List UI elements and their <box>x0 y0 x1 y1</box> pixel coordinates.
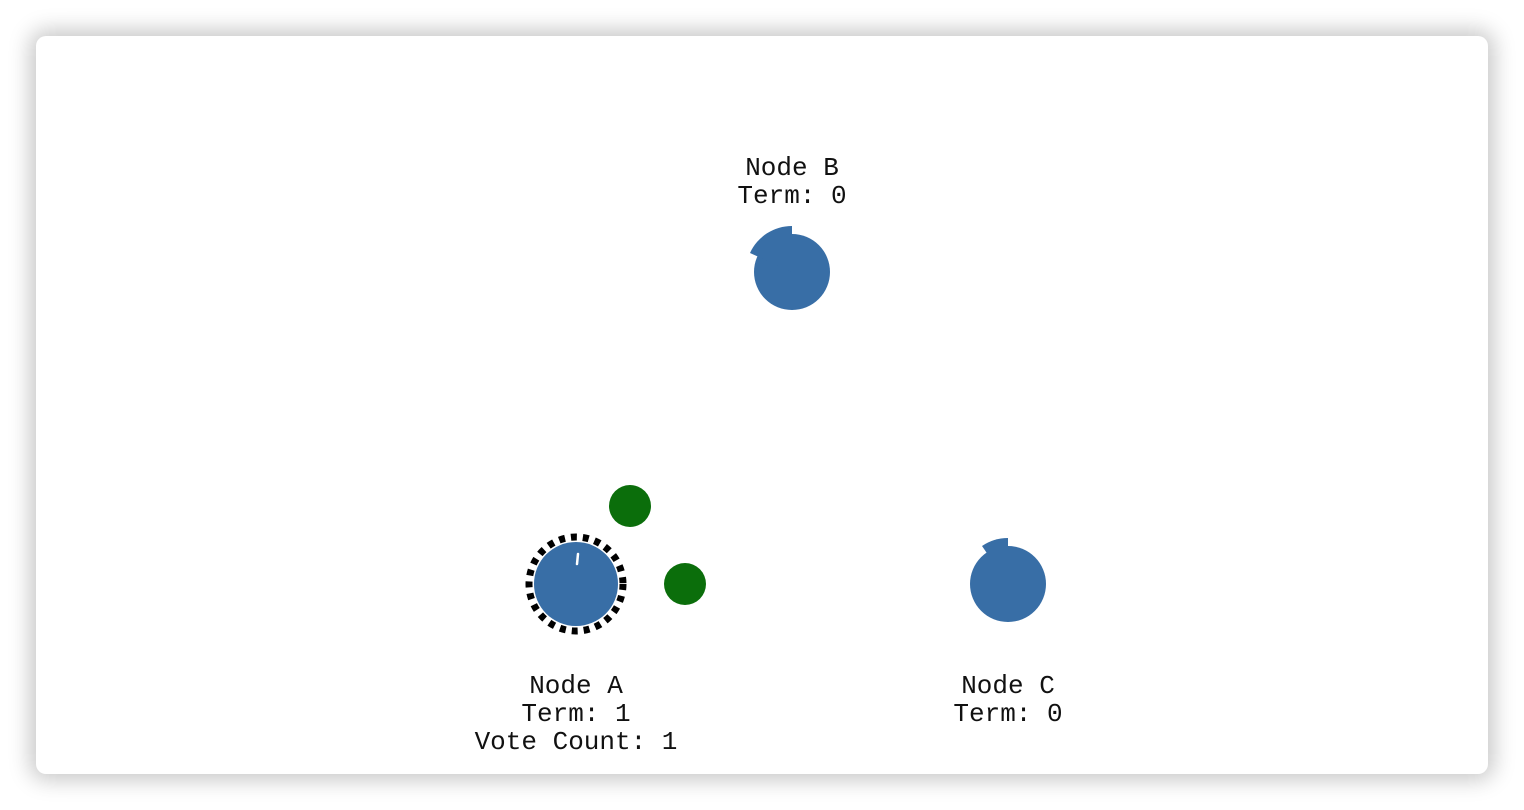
node-a-vote-count: Vote Count: 1 <box>475 727 678 757</box>
node-b-name: Node B <box>745 153 839 183</box>
node-a-circle[interactable] <box>534 542 618 626</box>
node-b[interactable]: Node B Term: 0 <box>737 153 847 310</box>
node-b-term: Term: 0 <box>737 181 846 211</box>
vote-message <box>664 563 706 605</box>
node-c-timer-arc <box>982 537 1008 584</box>
node-a[interactable]: Node A Term: 1 Vote Count: 1 <box>475 533 678 757</box>
node-a-candidate-ring <box>525 533 627 635</box>
node-a-name: Node A <box>529 671 623 701</box>
node-c-name: Node C <box>961 671 1055 701</box>
node-c-term: Term: 0 <box>953 699 1062 729</box>
node-a-term: Term: 1 <box>521 699 630 729</box>
vote-message <box>609 485 651 527</box>
simulation-panel <box>36 36 1488 774</box>
node-a-timer-tick <box>575 552 580 566</box>
node-c[interactable]: Node C Term: 0 <box>953 537 1063 729</box>
node-b-timer-arc <box>750 225 792 272</box>
